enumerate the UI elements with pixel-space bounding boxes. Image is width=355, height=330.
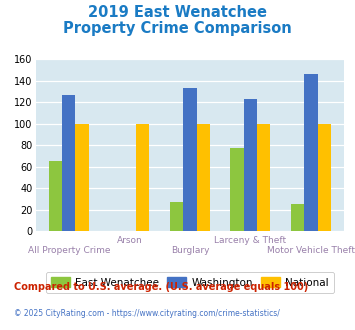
Bar — [62, 95, 76, 231]
Bar — [291, 204, 304, 231]
Bar — [197, 124, 210, 231]
Text: Property Crime Comparison: Property Crime Comparison — [63, 21, 292, 36]
Text: Arson: Arson — [116, 236, 142, 245]
Text: Larceny & Theft: Larceny & Theft — [214, 236, 286, 245]
Text: 2019 East Wenatchee: 2019 East Wenatchee — [88, 5, 267, 20]
Text: Burglary: Burglary — [171, 246, 209, 255]
Bar — [170, 202, 183, 231]
Bar — [183, 88, 197, 231]
Bar — [257, 124, 271, 231]
Bar — [76, 124, 89, 231]
Bar — [304, 74, 318, 231]
Bar — [230, 148, 244, 231]
Text: All Property Crime: All Property Crime — [28, 246, 110, 255]
Legend: East Wenatchee, Washington, National: East Wenatchee, Washington, National — [46, 272, 334, 293]
Bar — [49, 161, 62, 231]
Text: Motor Vehicle Theft: Motor Vehicle Theft — [267, 246, 355, 255]
Bar — [136, 124, 149, 231]
Bar — [318, 124, 331, 231]
Text: Compared to U.S. average. (U.S. average equals 100): Compared to U.S. average. (U.S. average … — [14, 282, 308, 292]
Bar — [244, 99, 257, 231]
Text: © 2025 CityRating.com - https://www.cityrating.com/crime-statistics/: © 2025 CityRating.com - https://www.city… — [14, 309, 280, 317]
